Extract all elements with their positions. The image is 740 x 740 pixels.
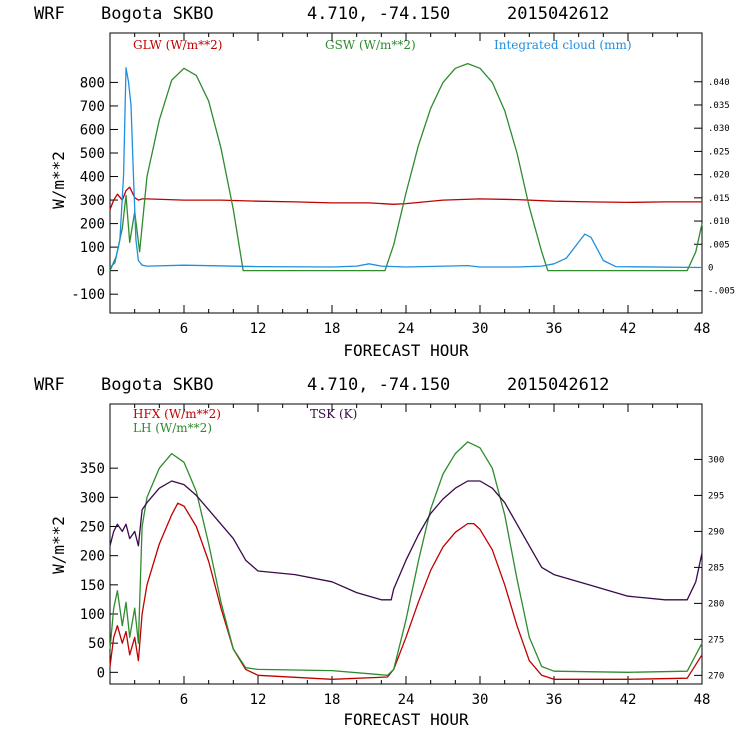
y-axis-label: W/m**2 — [49, 151, 68, 209]
legend-tsk: TSK (K) — [310, 407, 357, 421]
y2-tick-label: -.005 — [708, 287, 735, 297]
top-panel: WRF Bogota SKBO 4.710, -74.150 201504261… — [34, 4, 735, 360]
x-tick-label: 12 — [250, 321, 267, 337]
y-tick-label: 300 — [80, 193, 105, 209]
x-tick-label: 48 — [694, 692, 711, 708]
x-tick-label: 6 — [180, 321, 188, 337]
x-axis-label: FORECAST HOUR — [343, 341, 469, 360]
y-tick-label: 0 — [97, 264, 105, 280]
y-tick-label: 100 — [80, 607, 105, 623]
panel-title-coords: 4.710, -74.150 — [307, 375, 450, 395]
plot-frame — [109, 403, 703, 685]
legend-lh: LH (W/m**2) — [133, 421, 212, 435]
series-line-hfx — [109, 502, 703, 680]
x-tick-label: 12 — [250, 692, 267, 708]
series-line-glw — [109, 186, 702, 210]
series-line-gsw — [109, 62, 703, 272]
panel-title-station: Bogota SKBO — [101, 375, 214, 395]
y2-tick-label: .035 — [708, 101, 730, 111]
legend-hfx: HFX (W/m**2) — [133, 407, 221, 421]
series-line-tsk — [109, 480, 703, 601]
y2-tick-label: 295 — [708, 491, 724, 501]
y-tick-label: -100 — [71, 287, 105, 303]
x-tick-label: 42 — [620, 321, 637, 337]
x-tick-label: 6 — [180, 692, 188, 708]
y2-tick-label: .030 — [708, 124, 730, 134]
y-tick-label: 400 — [80, 170, 105, 186]
y2-tick-label: 270 — [708, 671, 724, 681]
y-tick-label: 350 — [80, 461, 105, 477]
x-tick-label: 42 — [620, 692, 637, 708]
y-tick-label: 250 — [80, 520, 105, 536]
y-tick-label: 500 — [80, 146, 105, 162]
y2-tick-label: 285 — [708, 563, 724, 573]
y-tick-label: 300 — [80, 490, 105, 506]
y-tick-label: 150 — [80, 578, 105, 594]
x-tick-label: 24 — [398, 321, 415, 337]
y2-tick-label: 275 — [708, 635, 724, 645]
x-tick-label: 18 — [324, 692, 341, 708]
y-tick-label: 0 — [97, 665, 105, 681]
y2-tick-label: 280 — [708, 599, 724, 609]
y-tick-label: 50 — [88, 636, 105, 652]
legend-gsw: GSW (W/m**2) — [325, 38, 416, 52]
y-tick-label: 200 — [80, 549, 105, 565]
x-axis-label: FORECAST HOUR — [343, 710, 469, 729]
y-tick-label: 200 — [80, 217, 105, 233]
panel-title-model: WRF — [34, 4, 65, 24]
bottom-panel: WRF Bogota SKBO 4.710, -74.150 201504261… — [34, 375, 724, 729]
x-tick-label: 36 — [546, 321, 563, 337]
legend-cloud: Integrated cloud (mm) — [494, 38, 632, 52]
y2-tick-label: .020 — [708, 171, 730, 181]
panel-title-coords: 4.710, -74.150 — [307, 4, 450, 24]
y2-tick-label: .015 — [708, 194, 730, 204]
y2-tick-label: 300 — [708, 455, 724, 465]
x-tick-label: 36 — [546, 692, 563, 708]
x-tick-label: 24 — [398, 692, 415, 708]
panel-title-init: 2015042612 — [507, 375, 609, 395]
y2-tick-label: 0 — [708, 263, 713, 273]
y2-tick-label: 290 — [708, 527, 724, 537]
legend-glw: GLW (W/m**2) — [133, 38, 222, 52]
y-tick-label: 800 — [80, 75, 105, 91]
panel-title-station: Bogota SKBO — [101, 4, 214, 24]
y-axis-label: W/m**2 — [49, 516, 68, 574]
y2-tick-label: .005 — [708, 240, 730, 250]
y-tick-label: 100 — [80, 240, 105, 256]
y2-tick-label: .025 — [708, 147, 730, 157]
y2-tick-label: .040 — [708, 78, 730, 88]
series-line-integrated — [109, 67, 703, 269]
x-tick-label: 18 — [324, 321, 341, 337]
y-tick-label: 700 — [80, 99, 105, 115]
x-tick-label: 48 — [694, 321, 711, 337]
x-tick-label: 30 — [472, 692, 489, 708]
y2-tick-label: .010 — [708, 217, 730, 227]
panel-title-init: 2015042612 — [507, 4, 609, 24]
panel-title-model: WRF — [34, 375, 65, 395]
x-tick-label: 30 — [472, 321, 489, 337]
y-tick-label: 600 — [80, 122, 105, 138]
series-line-lh — [109, 441, 703, 676]
